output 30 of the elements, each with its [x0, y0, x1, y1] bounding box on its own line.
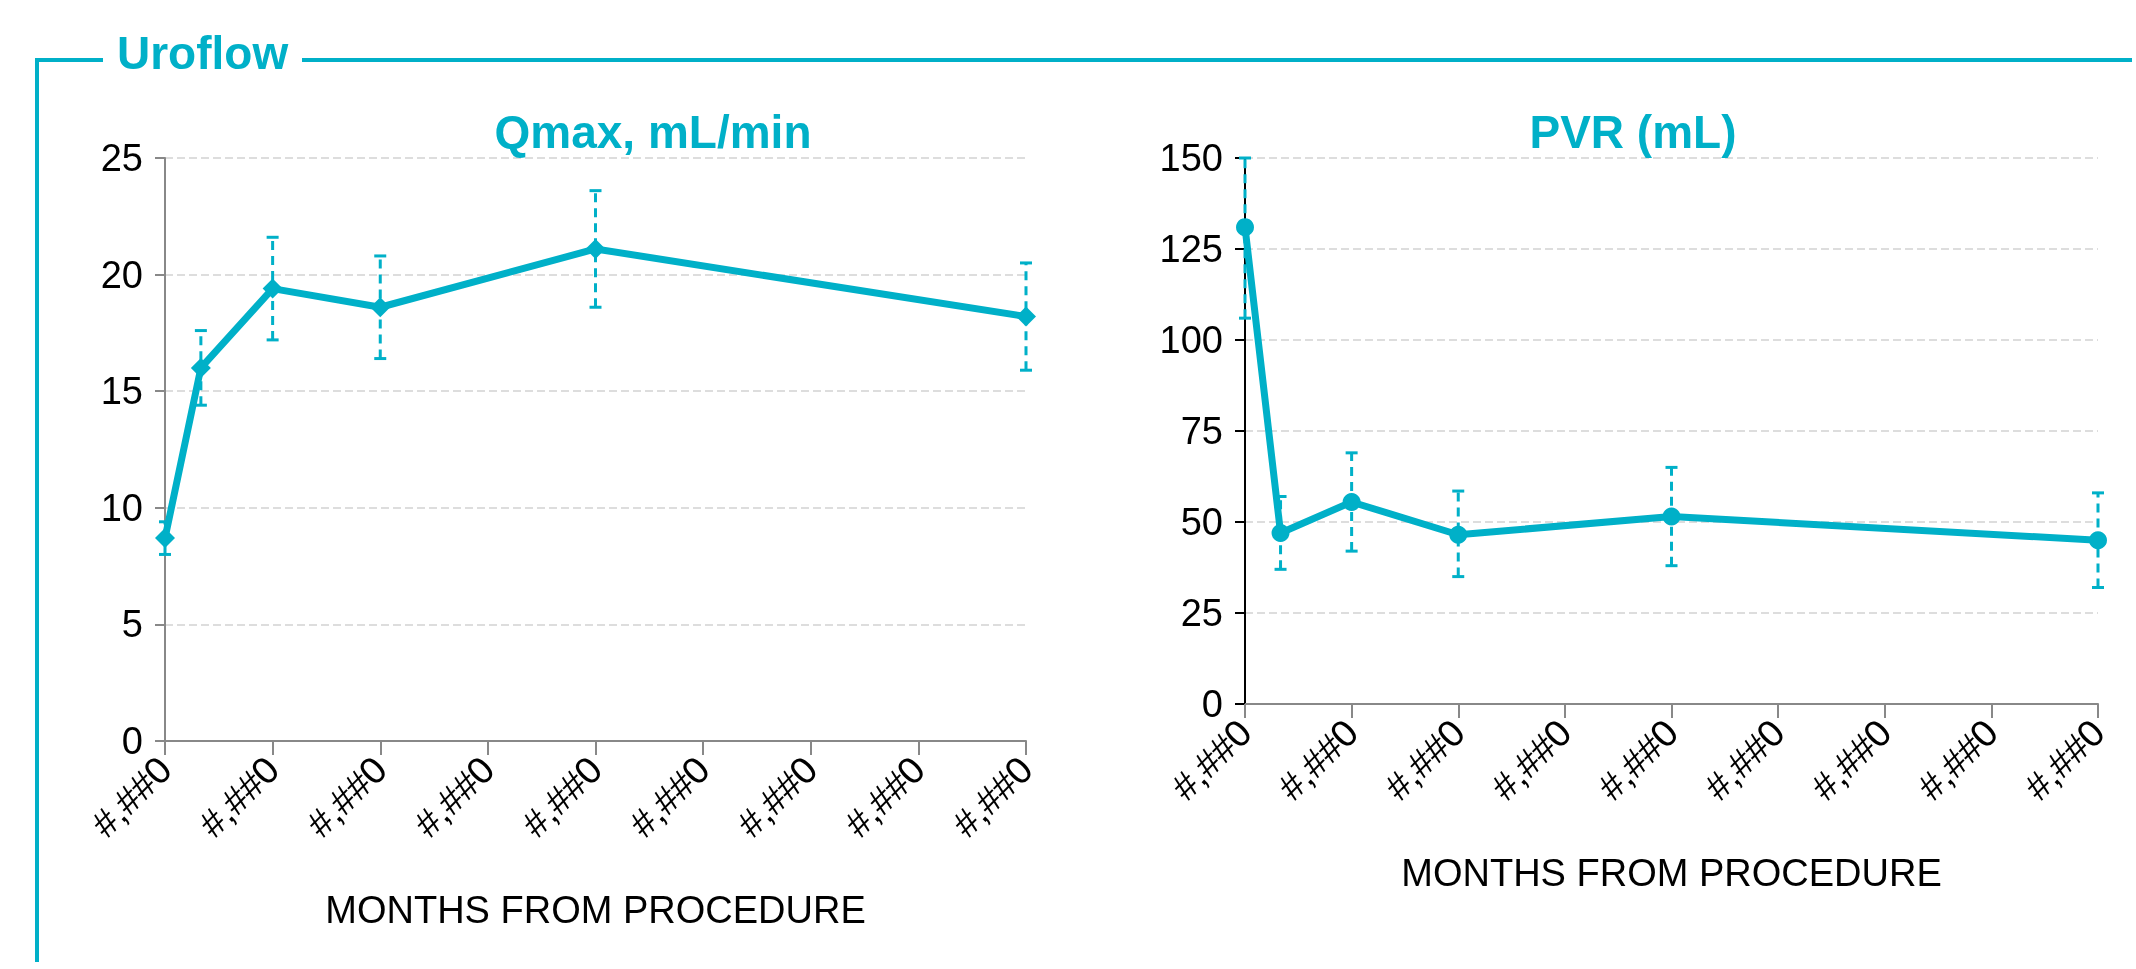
x-axis-title: MONTHS FROM PROCEDURE: [1401, 852, 1942, 894]
y-tick-label: 10: [100, 486, 143, 529]
chart-title: PVR (mL): [1529, 106, 1737, 158]
point: [1449, 525, 1468, 544]
y-tick-label: 150: [1159, 137, 1223, 179]
y-tick-label: 15: [100, 370, 143, 413]
point: [190, 357, 211, 378]
point: [585, 238, 606, 259]
y-tick-label: 5: [121, 603, 143, 646]
y-tick-label: 75: [1180, 410, 1223, 452]
y-tick-label: 25: [1180, 592, 1223, 634]
y-tick-label: 0: [1201, 683, 1223, 725]
text: Uroflow: [103, 26, 303, 80]
point: [155, 528, 175, 549]
y-tick-label: 25: [100, 137, 143, 179]
point: [262, 278, 283, 299]
x-axis-title: MONTHS FROM PROCEDURE: [325, 889, 866, 931]
point: [1016, 306, 1036, 327]
point: [370, 297, 391, 318]
point: [1236, 218, 1254, 237]
y-tick-label: 0: [121, 720, 143, 762]
point: [1271, 523, 1290, 542]
point: [1342, 492, 1361, 511]
y-tick-label: 100: [1159, 319, 1223, 361]
y-tick-label: 125: [1159, 228, 1223, 270]
y-tick-label: 20: [100, 253, 143, 296]
point: [2089, 531, 2107, 550]
chart-title: Qmax, mL/min: [494, 106, 812, 158]
point: [1662, 507, 1681, 526]
y-tick-label: 50: [1180, 501, 1223, 543]
